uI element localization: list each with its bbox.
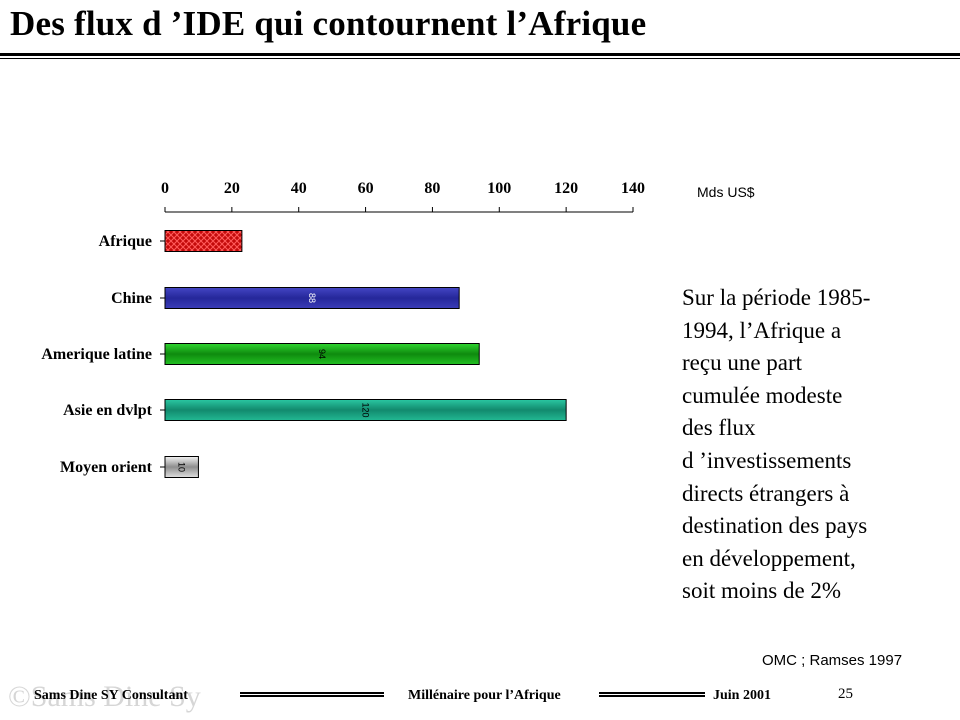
source-note: OMC ; Ramses 1997 [762,652,903,669]
fdi-bar-chart: 0 20 40 60 80 100 120 140 Afrique Chine 88 Ameriqu… [41,180,645,478]
footer-date: Juin 2001 [713,688,771,703]
data-label: 88 [307,293,317,303]
y-tick-label: Chine [111,290,152,307]
data-label: 120 [361,402,371,417]
x-tick-label: 40 [291,180,307,197]
x-tick-label: 120 [554,180,578,197]
bars: Afrique Chine 88 Amerique latine 94 Asie en d… [41,230,567,478]
title-rule-thick [0,53,960,56]
x-axis: 0 20 40 60 80 100 120 140 [161,180,645,213]
title-rule-thin [0,58,960,59]
commentary-line: soit moins de 2% [682,578,842,604]
commentary-line: 1994, l’Afrique a [682,317,842,343]
footer-author: Sams Dine SY Consultant [34,688,188,703]
commentary-line: cumulée modeste [682,382,843,408]
page-number: 25 [838,686,853,702]
commentary-line: Sur la période 1985- [682,285,871,310]
bar [164,230,243,252]
x-tick-label: 60 [358,180,374,197]
data-label: 10 [177,462,187,472]
copyright-watermark: ©Sams Dine Sy [8,680,201,713]
y-tick-label: Afrique [99,233,152,250]
y-tick-label: Moyen orient [60,459,153,476]
x-tick-label: 0 [161,180,169,197]
commentary-line: reçu une part [682,350,803,376]
footer-divider-right [599,692,705,697]
commentary-line: directs étrangers à [682,480,850,506]
commentary-line: destination des pays [682,513,868,539]
slide-title: Des flux d ’IDE qui contournent l’Afriqu… [10,4,647,43]
x-tick-label: 100 [487,180,511,197]
y-tick-label: Asie en dvlpt [63,402,153,419]
commentary-line: en développement, [682,545,856,571]
x-tick-label: 20 [224,180,240,197]
x-tick-label: 80 [424,180,440,197]
data-label: 94 [317,349,327,359]
commentary-text: Sur la période 1985- 1994, l’Afrique a reç… [682,282,932,608]
footer-event: Millénaire pour l’Afrique [408,688,561,703]
commentary-line: d ’investissements [682,447,852,473]
footer-divider-left [240,692,384,697]
x-tick-label: 140 [621,180,645,197]
commentary-line: des flux [682,415,756,441]
unit-label: Mds US$ [697,184,755,200]
y-tick-label: Amerique latine [41,346,152,363]
